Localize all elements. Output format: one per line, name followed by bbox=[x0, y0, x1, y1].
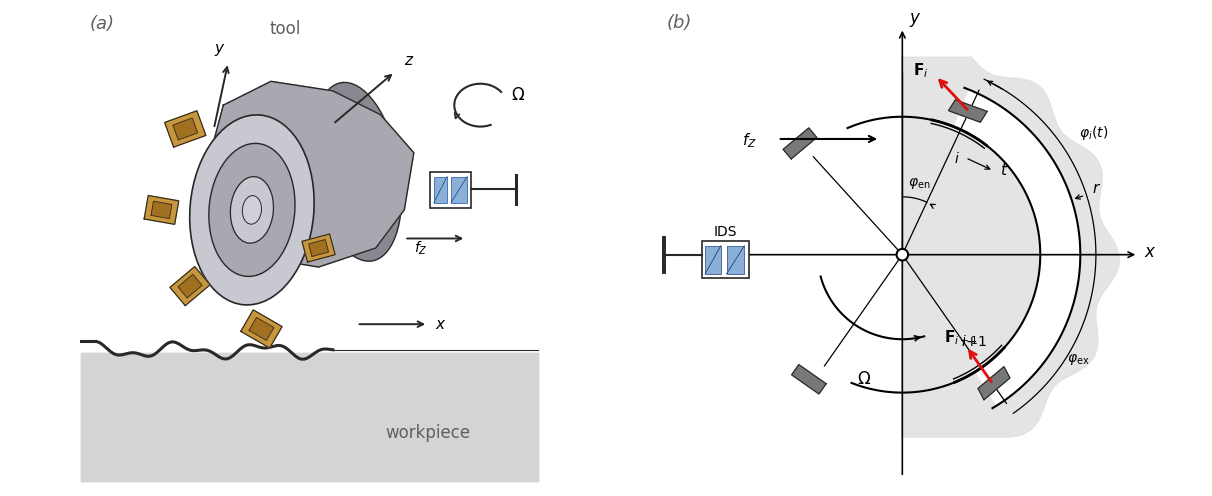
Text: z: z bbox=[405, 53, 412, 67]
Text: t: t bbox=[1000, 163, 1006, 178]
Ellipse shape bbox=[190, 115, 314, 305]
Text: (a): (a) bbox=[90, 15, 115, 33]
Text: Ω: Ω bbox=[858, 370, 870, 388]
Bar bbox=[702, 242, 749, 278]
Ellipse shape bbox=[311, 82, 401, 261]
Text: $\mathbf{F}_i$: $\mathbf{F}_i$ bbox=[914, 61, 928, 80]
Bar bbox=[726, 246, 744, 274]
Polygon shape bbox=[205, 81, 413, 267]
Text: $\mathbf{F}_{i+1}$: $\mathbf{F}_{i+1}$ bbox=[944, 328, 978, 347]
Polygon shape bbox=[152, 201, 172, 219]
Bar bbox=[451, 177, 467, 203]
Polygon shape bbox=[250, 317, 274, 340]
Bar bbox=[705, 246, 721, 274]
Polygon shape bbox=[178, 274, 202, 298]
Text: (b): (b) bbox=[667, 14, 692, 32]
Text: x: x bbox=[435, 317, 445, 332]
Text: $i\!+\!1$: $i\!+\!1$ bbox=[961, 334, 987, 349]
Text: IDS: IDS bbox=[714, 225, 737, 239]
Polygon shape bbox=[783, 128, 817, 159]
Polygon shape bbox=[170, 266, 210, 306]
Polygon shape bbox=[80, 353, 538, 481]
Circle shape bbox=[897, 249, 908, 260]
Polygon shape bbox=[144, 195, 178, 224]
Ellipse shape bbox=[230, 177, 274, 243]
Ellipse shape bbox=[242, 195, 262, 224]
Polygon shape bbox=[241, 310, 282, 348]
Text: $\varphi_\mathrm{ex}$: $\varphi_\mathrm{ex}$ bbox=[1067, 352, 1090, 367]
Bar bbox=[434, 177, 447, 203]
Polygon shape bbox=[791, 365, 827, 394]
Text: i: i bbox=[955, 152, 959, 166]
Polygon shape bbox=[309, 240, 328, 256]
Text: $f_Z$: $f_Z$ bbox=[742, 131, 758, 150]
Polygon shape bbox=[949, 100, 987, 122]
Text: y: y bbox=[909, 9, 919, 27]
Text: tool: tool bbox=[269, 20, 301, 38]
Polygon shape bbox=[954, 90, 1080, 405]
Text: Ω: Ω bbox=[511, 86, 524, 104]
Polygon shape bbox=[902, 57, 1120, 437]
Text: $f_Z$: $f_Z$ bbox=[413, 240, 428, 257]
Text: $\varphi_\mathrm{en}$: $\varphi_\mathrm{en}$ bbox=[908, 176, 930, 190]
Polygon shape bbox=[165, 111, 206, 147]
Text: x: x bbox=[1145, 244, 1155, 261]
Text: r: r bbox=[1092, 181, 1098, 196]
Polygon shape bbox=[978, 367, 1010, 400]
Ellipse shape bbox=[208, 143, 295, 276]
Polygon shape bbox=[302, 234, 336, 262]
Bar bbox=[430, 172, 471, 207]
Text: workpiece: workpiece bbox=[385, 425, 470, 442]
Text: y: y bbox=[215, 41, 223, 56]
Polygon shape bbox=[173, 118, 198, 140]
Text: $\varphi_i(t)$: $\varphi_i(t)$ bbox=[1079, 124, 1108, 142]
